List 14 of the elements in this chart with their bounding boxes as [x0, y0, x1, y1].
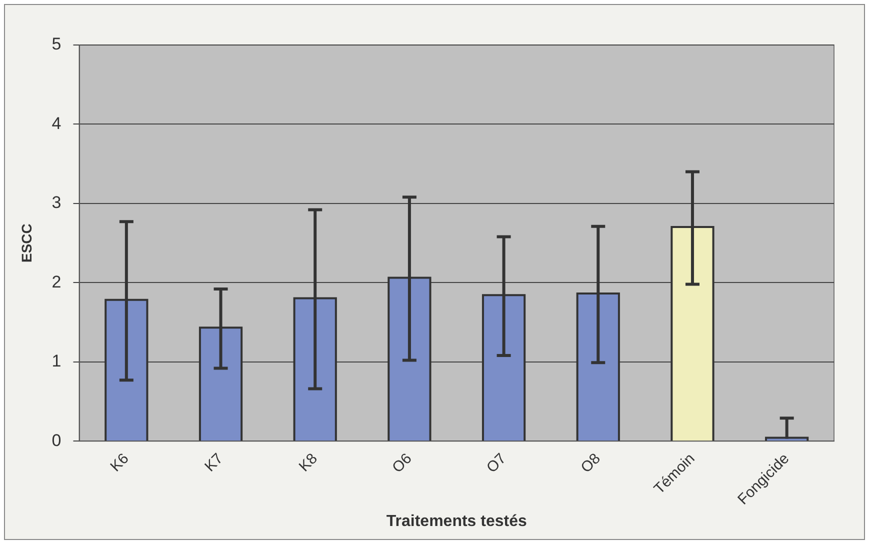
y-tick-label: 0 — [52, 430, 62, 450]
x-tick-label: K6 — [107, 450, 132, 476]
x-tick-label: O8 — [578, 450, 604, 476]
x-tick-label: O7 — [483, 450, 510, 476]
y-axis-title: ESCC — [18, 224, 34, 262]
y-tick-label: 3 — [52, 193, 62, 212]
x-tick-label: O6 — [389, 450, 416, 476]
y-tick-label: 2 — [52, 272, 62, 292]
x-axis-title: Traitements testés — [386, 512, 527, 530]
x-tick-label: K7 — [202, 450, 227, 476]
y-tick-label: 4 — [52, 114, 62, 133]
y-tick-label: 1 — [52, 352, 62, 371]
y-tick-label: 5 — [52, 34, 62, 54]
x-tick-label: K8 — [296, 450, 321, 476]
